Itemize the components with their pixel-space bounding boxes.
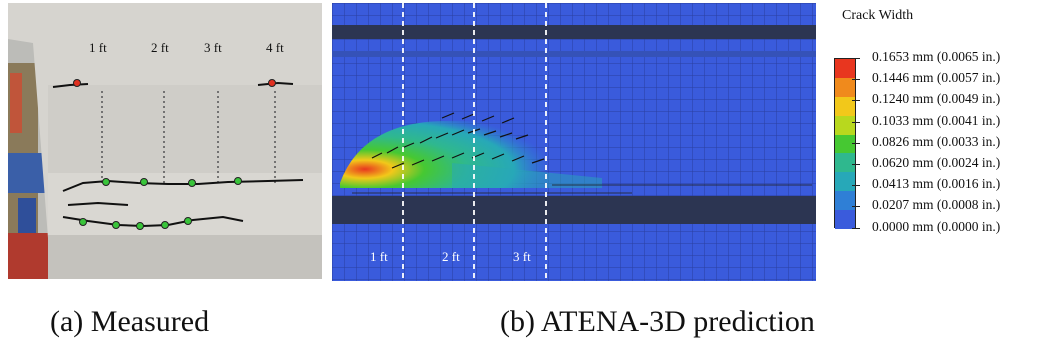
legend-label-2: 0.1240 mm (0.0049 in.) xyxy=(872,91,1001,107)
legend-swatch-0 xyxy=(835,59,855,79)
gauge-label-b-2: 2 ft xyxy=(442,249,460,264)
measured-photo-panel: 1 ft 2 ft 3 ft 4 ft xyxy=(8,3,322,279)
gauge-label-b-1: 1 ft xyxy=(370,249,388,264)
gauge-label-a-1: 1 ft xyxy=(89,40,107,55)
legend-swatch-7 xyxy=(835,191,855,211)
legend-label-4: 0.0826 mm (0.0033 in.) xyxy=(872,133,1001,149)
legend-swatch-4 xyxy=(835,134,855,154)
legend-label-0: 0.1653 mm (0.0065 in.) xyxy=(872,49,1001,64)
legend-tick-4 xyxy=(852,142,860,144)
legend-label-8: 0.0000 mm (0.0000 in.) xyxy=(872,218,1001,234)
legend-swatch-1 xyxy=(835,77,855,98)
legend-tick-0 xyxy=(852,58,860,59)
legend-tick-5 xyxy=(852,164,860,165)
atena-prediction-panel: 1 ft 2 ft 3 ft xyxy=(332,3,816,281)
gauge-label-a-3: 3 ft xyxy=(204,40,222,55)
legend-label-1: 0.1446 mm (0.0057 in.) xyxy=(872,70,1001,86)
legend-swatch-5 xyxy=(835,153,855,173)
legend-title: Crack Width xyxy=(842,8,914,23)
caption-prediction: (b) ATENA-3D prediction xyxy=(500,305,815,338)
legend-tick-3 xyxy=(852,121,860,123)
legend-tick-6 xyxy=(852,185,860,187)
gauge-label-a-4: 4 ft xyxy=(266,40,284,55)
caption-measured: (a) Measured xyxy=(50,305,210,338)
legend-label-3: 0.1033 mm (0.0041 in.) xyxy=(872,112,1001,128)
legend-tick-2 xyxy=(852,100,860,102)
legend-swatch-3 xyxy=(835,115,855,136)
gauge-label-b-3: 3 ft xyxy=(513,249,531,264)
legend-swatch-8 xyxy=(835,210,855,230)
legend-label-6: 0.0413 mm (0.0016 in.) xyxy=(872,176,1001,192)
legend-label-5: 0.0620 mm (0.0024 in.) xyxy=(872,155,1001,170)
fe-mesh-illustration xyxy=(332,3,816,281)
gauge-label-a-2: 2 ft xyxy=(151,40,169,55)
legend-swatch-2 xyxy=(835,96,855,117)
legend-swatch-6 xyxy=(835,172,855,192)
measured-photo-illustration xyxy=(8,3,322,279)
legend-label-7: 0.0207 mm (0.0008 in.) xyxy=(872,197,1001,213)
legend-tick-7 xyxy=(852,206,860,208)
legend-tick-8 xyxy=(852,227,860,229)
legend-tick-1 xyxy=(852,79,860,81)
